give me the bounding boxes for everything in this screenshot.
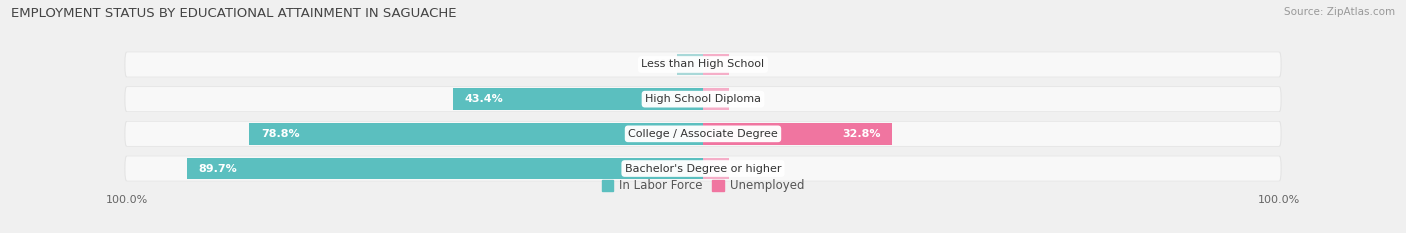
FancyBboxPatch shape [124,86,1282,112]
Text: 89.7%: 89.7% [198,164,236,174]
Legend: In Labor Force, Unemployed: In Labor Force, Unemployed [598,175,808,197]
Bar [703,158,728,179]
FancyBboxPatch shape [125,52,1281,77]
Text: Source: ZipAtlas.com: Source: ZipAtlas.com [1284,7,1395,17]
Bar [678,54,703,75]
FancyBboxPatch shape [125,87,1281,111]
FancyBboxPatch shape [124,121,1282,147]
Bar [187,158,703,179]
Bar [703,123,891,145]
Bar [249,123,703,145]
FancyBboxPatch shape [125,122,1281,146]
Bar [703,88,728,110]
Text: EMPLOYMENT STATUS BY EDUCATIONAL ATTAINMENT IN SAGUACHE: EMPLOYMENT STATUS BY EDUCATIONAL ATTAINM… [11,7,457,20]
Text: Bachelor's Degree or higher: Bachelor's Degree or higher [624,164,782,174]
Bar [453,88,703,110]
Text: 0.0%: 0.0% [735,164,763,174]
Text: 0.0%: 0.0% [735,59,763,69]
Text: High School Diploma: High School Diploma [645,94,761,104]
FancyBboxPatch shape [124,156,1282,181]
FancyBboxPatch shape [125,156,1281,181]
Text: 0.0%: 0.0% [643,59,671,69]
Text: Less than High School: Less than High School [641,59,765,69]
Text: College / Associate Degree: College / Associate Degree [628,129,778,139]
Text: 32.8%: 32.8% [842,129,880,139]
Bar [703,54,728,75]
FancyBboxPatch shape [124,52,1282,77]
Text: 0.0%: 0.0% [735,94,763,104]
Text: 43.4%: 43.4% [464,94,503,104]
Text: 78.8%: 78.8% [260,129,299,139]
